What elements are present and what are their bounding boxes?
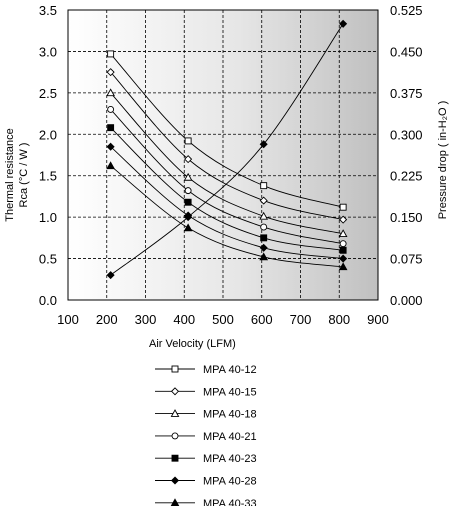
- legend-label: MPA 40-23: [203, 453, 257, 465]
- y-axis-left-title-line2: Rca (°C / W ): [18, 143, 30, 208]
- data-point: [106, 68, 115, 77]
- data-point: [260, 223, 268, 231]
- tick-labels: 100 200 300 400 500 600 700 800 900 0.0 0.5 1.0 1.5 2…: [39, 3, 423, 327]
- data-point: [339, 215, 348, 224]
- data-point: [106, 88, 115, 97]
- grid: [68, 10, 378, 300]
- legend-label: MPA 40-12: [203, 364, 257, 376]
- x-tick-label: 900: [367, 312, 389, 327]
- y-right-tick-label: 0.000: [390, 293, 423, 308]
- pressure-drop-line: [110, 23, 344, 276]
- x-tick-label: 200: [96, 312, 118, 327]
- legend-marker: [171, 454, 179, 462]
- data-point: [260, 182, 268, 190]
- x-tick-label: 300: [135, 312, 157, 327]
- pressure-drop-point: [184, 213, 193, 222]
- y-right-tick-label: 0.225: [390, 169, 423, 184]
- data-point: [259, 243, 268, 252]
- data-point: [338, 229, 348, 238]
- series-line: [110, 92, 344, 235]
- y-right-tick-label: 0.150: [390, 210, 423, 225]
- data-point: [184, 198, 192, 206]
- pressure-drop-point: [259, 140, 268, 149]
- data-point: [259, 211, 269, 220]
- data-point: [259, 252, 269, 261]
- series-line: [110, 109, 344, 245]
- pressure-drop-point: [106, 271, 115, 280]
- data-point: [107, 124, 115, 132]
- series-line: [110, 127, 344, 251]
- y-right-tick-label: 0.075: [390, 252, 423, 267]
- pressure-drop-point: [339, 19, 348, 28]
- y-left-tick-label: 3.0: [39, 44, 57, 59]
- data-point: [184, 137, 192, 145]
- x-tick-label: 700: [290, 312, 312, 327]
- y-right-tick-label: 0.450: [390, 44, 423, 59]
- plot-frame: [67, 9, 379, 301]
- x-tick-label: 400: [173, 312, 195, 327]
- x-tick-label: 600: [251, 312, 273, 327]
- y-left-tick-label: 1.5: [39, 169, 57, 184]
- legend-label: MPA 40-28: [203, 476, 257, 488]
- y-axis-right-title: Pressure drop ( in-H₂O ): [437, 101, 449, 220]
- legend-marker: [171, 365, 179, 373]
- y-left-tick-label: 2.5: [39, 86, 57, 101]
- legend-label: MPA 40-18: [203, 409, 257, 421]
- data-point: [184, 187, 192, 195]
- legend-marker: [170, 387, 180, 396]
- data-point: [107, 105, 115, 113]
- data-point: [107, 50, 115, 58]
- data-point: [260, 234, 268, 242]
- series-group: [106, 19, 348, 280]
- y-left-tick-label: 0.0: [39, 293, 57, 308]
- legend-marker: [170, 476, 180, 485]
- series-line: [110, 71, 344, 221]
- data-point: [183, 223, 193, 232]
- data-point: [339, 254, 348, 263]
- x-axis-title: Air Velocity (LFM): [149, 338, 236, 350]
- legend: MPA 40-12 MPA 40-15 MPA 40-18 MPA 40-21 MPA …: [155, 364, 257, 510]
- y-left-tick-label: 1.0: [39, 210, 57, 225]
- legend-label: MPA 40-15: [203, 386, 257, 398]
- y-right-tick-label: 0.300: [390, 127, 423, 142]
- y-right-tick-label: 0.375: [390, 86, 423, 101]
- x-tick-label: 800: [328, 312, 350, 327]
- data-point: [259, 196, 268, 205]
- data-point: [106, 161, 115, 170]
- y-right-tick-label: 0.525: [390, 3, 423, 18]
- series-line: [110, 53, 344, 208]
- y-left-tick-label: 2.0: [39, 127, 57, 142]
- legend-label: MPA 40-33: [203, 498, 257, 506]
- y-axis-left-title-line1: Thermal resistance: [4, 128, 16, 222]
- data-point: [338, 262, 348, 271]
- data-point: [184, 155, 193, 164]
- data-point: [106, 142, 115, 151]
- data-point: [339, 246, 347, 254]
- data-point: [339, 240, 347, 248]
- legend-marker: [171, 432, 179, 440]
- x-tick-label: 100: [57, 312, 79, 327]
- y-left-tick-label: 0.5: [39, 252, 57, 267]
- legend-label: MPA 40-21: [203, 431, 257, 443]
- x-tick-label: 500: [212, 312, 234, 327]
- series-line: [110, 165, 344, 268]
- data-point: [183, 172, 193, 181]
- data-point: [339, 203, 347, 211]
- y-left-tick-label: 3.5: [39, 3, 57, 18]
- series-line: [110, 146, 344, 260]
- legend-marker: [170, 409, 180, 417]
